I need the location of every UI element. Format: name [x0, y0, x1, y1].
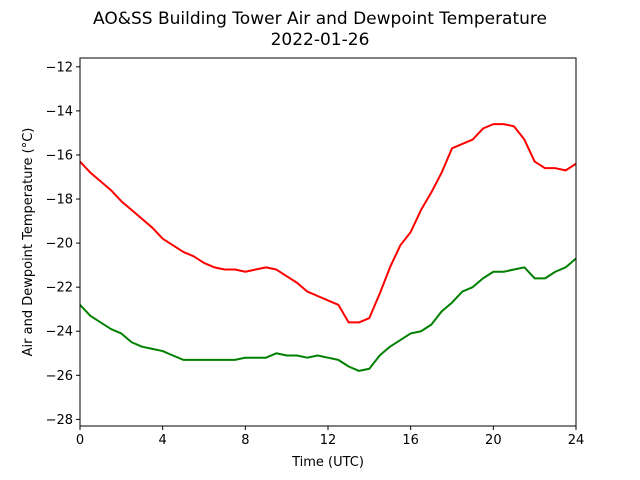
x-tick-label: 12 — [320, 433, 337, 448]
x-tick-label: 0 — [76, 433, 84, 448]
x-axis-label: Time (UTC) — [291, 455, 364, 470]
x-tick-label: 24 — [568, 433, 585, 448]
y-tick-label: −18 — [46, 193, 73, 208]
y-tick-label: −22 — [46, 281, 73, 296]
y-axis-label: Air and Dewpoint Temperature (°C) — [21, 128, 36, 357]
dewpoint-temperature-line — [79, 257, 577, 372]
plot-frame — [79, 57, 577, 427]
plot-lines — [79, 123, 577, 372]
air-temperature-line — [79, 123, 577, 324]
x-tick-label: 8 — [241, 433, 249, 448]
x-tick-label: 20 — [485, 433, 502, 448]
y-tick-label: −20 — [46, 237, 73, 252]
chart-title: AO&SS Building Tower Air and Dewpoint Te… — [93, 9, 547, 29]
x-tick-label: 4 — [159, 433, 167, 448]
y-tick-label: −14 — [46, 104, 73, 119]
x-tick-label: 16 — [402, 433, 419, 448]
y-tick-label: −26 — [46, 369, 73, 384]
y-tick-label: −28 — [46, 413, 73, 428]
y-tick-label: −16 — [46, 148, 73, 163]
x-axis: 0 4 8 12 16 20 24 — [76, 426, 584, 448]
y-axis: −28 −26 −24 −22 −20 −18 −16 −14 −12 — [46, 60, 80, 428]
y-tick-label: −12 — [46, 60, 73, 75]
chart-subtitle: 2022-01-26 — [271, 30, 370, 50]
y-tick-label: −24 — [46, 325, 73, 340]
